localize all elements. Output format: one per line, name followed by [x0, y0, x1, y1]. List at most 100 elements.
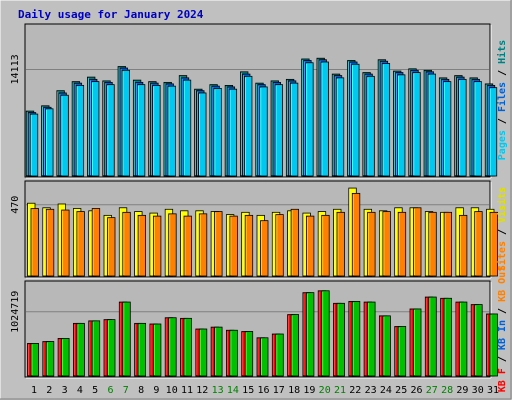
day-group-visits-sites-21: [333, 208, 345, 277]
day-group-kbytes-9: [149, 323, 162, 377]
day-group-visits-sites-20: [317, 211, 330, 277]
side-label-top-part-4: Hits: [496, 40, 508, 64]
bar-pages-9: [152, 85, 161, 177]
day-group-hits-files-pages-29: [454, 75, 467, 177]
bar-kb-in-3: [61, 337, 70, 377]
day-label-29: 29: [456, 385, 468, 396]
bar-kb-in-25: [397, 326, 407, 377]
day-group-hits-files-pages-9: [148, 81, 161, 177]
day-label-10: 10: [166, 385, 178, 396]
day-group-kbytes-30: [470, 304, 483, 377]
panel-visits-sites: 470: [10, 180, 498, 279]
bar-pages-19: [305, 62, 314, 177]
bar-pages-1: [29, 113, 39, 177]
day-label-13: 13: [212, 385, 224, 396]
day-label-11: 11: [181, 385, 193, 396]
day-group-hits-files-pages-15: [240, 71, 253, 177]
bar-kb-in-9: [152, 323, 162, 377]
day-label-3: 3: [62, 385, 68, 396]
bar-pages-27: [427, 73, 436, 177]
bar-pages-15: [244, 75, 253, 177]
day-group-visits-sites-9: [149, 212, 162, 277]
ytick-label-kbytes: 1024719: [10, 291, 21, 333]
day-group-hits-files-pages-16: [255, 82, 268, 177]
day-group-kbytes-2: [42, 341, 55, 377]
bar-kb-in-29: [458, 301, 468, 377]
bar-kb-in-1: [30, 343, 39, 377]
day-group-visits-sites-12: [195, 210, 208, 277]
bar-kb-in-31: [489, 313, 498, 377]
day-group-hits-files-pages-11: [178, 75, 192, 177]
day-group-hits-files-pages-27: [423, 69, 436, 177]
bar-sites-8: [137, 214, 147, 277]
day-group-kbytes-18: [287, 314, 300, 377]
day-group-kbytes-23: [363, 301, 376, 377]
panels-group: 14113 470 1024719: [10, 23, 498, 379]
day-group-kbytes-26: [409, 308, 422, 377]
day-group-hits-files-pages-1: [25, 110, 39, 177]
day-axis: 1 2 3 4 5 6 7 8 9 10 11 12 13 14 15 16 17 18 19 20 21 22 23 24 2…: [31, 385, 499, 396]
day-label-24: 24: [380, 385, 392, 396]
side-label-bottom-part-4: KB Out: [497, 266, 508, 302]
day-group-hits-files-pages-10: [163, 81, 176, 177]
day-label-22: 22: [349, 385, 361, 396]
bar-sites-19: [305, 215, 315, 277]
bar-pages-28: [442, 81, 452, 177]
side-label-middle-part-0: Sites: [496, 241, 508, 271]
bar-sites-21: [336, 211, 345, 277]
bar-sites-1: [30, 208, 39, 277]
side-label-top-part-0: Pages: [497, 130, 508, 160]
day-group-hits-files-pages-24: [377, 59, 391, 177]
bar-sites-31: [489, 211, 498, 277]
day-group-visits-sites-5: [88, 208, 101, 277]
day-group-visits-sites-10: [164, 208, 177, 277]
bar-sites-22: [351, 192, 361, 277]
bar-pages-21: [335, 77, 345, 177]
bar-sites-3: [61, 209, 70, 277]
day-group-hits-files-pages-26: [408, 68, 421, 177]
day-group-hits-files-pages-21: [331, 73, 345, 177]
side-label-middle: Sites / Visits: [496, 187, 508, 271]
bar-pages-26: [412, 72, 421, 177]
day-group-visits-sites-16: [256, 214, 269, 277]
day-group-visits-sites-25: [394, 207, 407, 277]
bar-kb-in-8: [137, 322, 147, 377]
bar-kb-in-16: [260, 337, 269, 377]
bar-kb-in-30: [474, 304, 483, 377]
ytick-label-hits-files-pages: 14113: [10, 54, 21, 84]
bar-sites-18: [290, 208, 300, 277]
day-group-visits-sites-7: [118, 207, 131, 277]
day-group-visits-sites-3: [57, 203, 70, 277]
side-label-bottom-part-0: KB F: [497, 368, 508, 392]
bar-sites-9: [152, 215, 162, 277]
bar-pages-24: [381, 63, 391, 177]
day-group-hits-files-pages-17: [270, 80, 283, 177]
day-group-kbytes-1: [27, 343, 39, 377]
bar-kb-in-12: [198, 328, 208, 377]
bar-kb-in-15: [244, 331, 254, 377]
bar-kb-in-13: [214, 326, 223, 377]
day-label-2: 2: [46, 385, 52, 396]
bar-pages-23: [366, 75, 375, 177]
day-group-kbytes-20: [317, 290, 330, 377]
bar-kb-in-14: [229, 329, 238, 377]
day-group-visits-sites-11: [180, 210, 192, 277]
bar-kb-in-21: [336, 302, 345, 377]
day-group-visits-sites-14: [225, 214, 238, 277]
day-group-visits-sites-27: [424, 211, 437, 277]
day-group-kbytes-24: [378, 315, 391, 377]
day-group-hits-files-pages-12: [194, 88, 207, 177]
day-group-kbytes-22: [348, 301, 361, 377]
day-group-kbytes-4: [73, 322, 85, 377]
day-label-31: 31: [487, 385, 499, 396]
bar-sites-16: [260, 220, 269, 277]
bar-pages-5: [91, 81, 100, 177]
day-label-4: 4: [77, 385, 83, 396]
day-label-17: 17: [273, 385, 285, 396]
side-label-bottom-part-2: KB In: [497, 320, 508, 350]
day-group-hits-files-pages-19: [301, 58, 314, 177]
side-label-middle-part-1: /: [497, 223, 508, 241]
bar-pages-4: [75, 85, 85, 177]
bar-kb-in-22: [351, 301, 361, 377]
day-group-hits-files-pages-13: [209, 84, 222, 177]
